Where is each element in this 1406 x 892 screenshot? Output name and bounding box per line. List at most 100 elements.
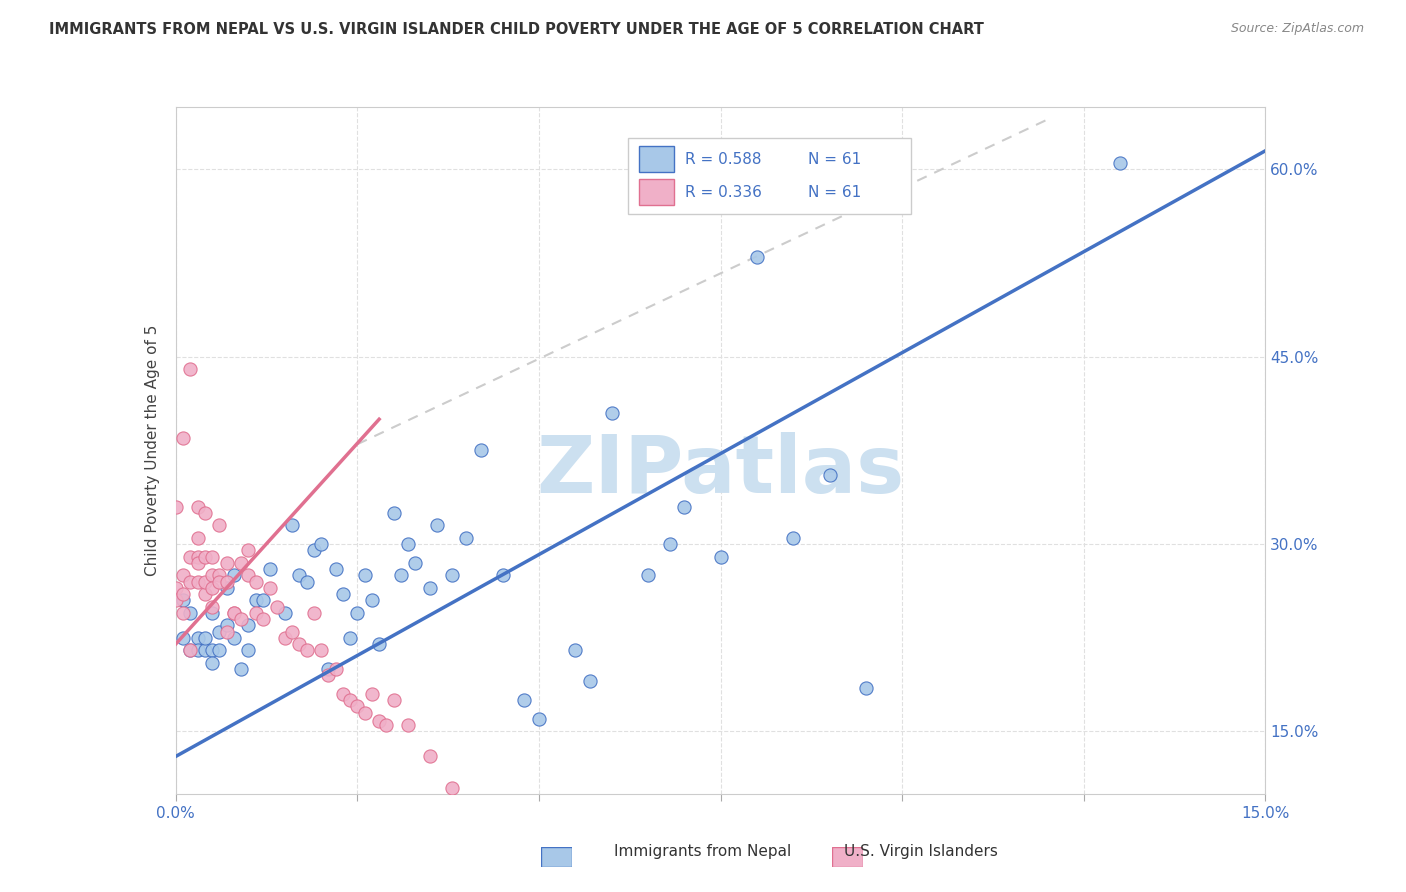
Point (172, 606, 194, 620)
Point (302, 543, 325, 558)
Point (855, 681, 877, 695)
Point (186, 531, 209, 545)
Point (201, 656, 224, 670)
Point (238, 618, 260, 632)
Point (360, 687, 382, 701)
Point (288, 637, 311, 651)
Point (600, 406, 623, 420)
Point (201, 606, 224, 620)
Point (673, 500, 696, 514)
Point (238, 568, 260, 582)
Point (782, 531, 804, 545)
Point (231, 662, 253, 676)
Point (172, 593, 194, 607)
Point (274, 606, 297, 620)
Point (274, 631, 297, 645)
Point (208, 518, 231, 533)
Point (179, 362, 201, 376)
Point (637, 568, 659, 582)
Point (208, 624, 231, 639)
Point (745, 250, 768, 264)
FancyBboxPatch shape (638, 146, 673, 172)
Point (318, 662, 340, 676)
Point (360, 593, 382, 607)
Point (456, 531, 478, 545)
Point (201, 568, 224, 582)
Text: ZIPatlas: ZIPatlas (537, 432, 904, 510)
Point (658, 537, 681, 551)
Point (245, 574, 267, 589)
FancyBboxPatch shape (638, 179, 673, 205)
Point (165, 581, 187, 595)
Point (492, 568, 515, 582)
Point (222, 568, 245, 582)
FancyBboxPatch shape (832, 847, 863, 867)
Point (201, 643, 224, 657)
Point (259, 562, 281, 576)
Point (222, 606, 245, 620)
FancyBboxPatch shape (541, 847, 572, 867)
Point (201, 549, 224, 564)
Point (318, 668, 340, 682)
Point (389, 568, 412, 582)
Y-axis label: Child Poverty Under the Age of 5: Child Poverty Under the Age of 5 (145, 325, 160, 576)
Point (396, 718, 419, 732)
Point (266, 599, 288, 614)
Point (231, 556, 253, 570)
Text: N = 61: N = 61 (807, 185, 860, 200)
Point (288, 568, 311, 582)
Point (332, 587, 354, 601)
Point (208, 643, 231, 657)
Point (208, 568, 231, 582)
Point (325, 562, 347, 576)
Point (513, 693, 536, 707)
Point (368, 714, 391, 729)
Point (179, 606, 201, 620)
Point (194, 643, 217, 657)
Point (1109, 156, 1132, 170)
Point (368, 637, 391, 651)
Text: Immigrants from Nepal: Immigrants from Nepal (614, 845, 792, 859)
Text: U.S. Virgin Islanders: U.S. Virgin Islanders (844, 845, 998, 859)
Point (470, 805, 492, 820)
Text: N = 61: N = 61 (807, 152, 860, 167)
Point (186, 500, 209, 514)
Point (405, 556, 427, 570)
Point (419, 749, 441, 764)
Point (179, 643, 201, 657)
Point (295, 574, 318, 589)
Point (194, 549, 217, 564)
Point (440, 568, 463, 582)
Point (579, 674, 602, 689)
Point (165, 593, 187, 607)
Text: Source: ZipAtlas.com: Source: ZipAtlas.com (1230, 22, 1364, 36)
Point (245, 606, 267, 620)
Point (222, 606, 245, 620)
Point (353, 706, 375, 720)
Point (172, 568, 194, 582)
Point (238, 543, 260, 558)
Point (186, 556, 209, 570)
Point (179, 574, 201, 589)
Point (396, 537, 419, 551)
Point (194, 631, 217, 645)
Point (426, 518, 449, 533)
Point (215, 556, 238, 570)
Point (194, 506, 217, 520)
Point (527, 712, 550, 726)
Point (215, 624, 238, 639)
Point (419, 581, 441, 595)
Point (186, 574, 209, 589)
Point (309, 643, 332, 657)
Text: R = 0.336: R = 0.336 (685, 185, 762, 200)
Point (252, 612, 274, 626)
Point (564, 643, 586, 657)
Point (215, 618, 238, 632)
Point (281, 518, 304, 533)
Point (238, 643, 260, 657)
Point (172, 631, 194, 645)
Point (375, 718, 398, 732)
Point (302, 606, 325, 620)
Point (215, 581, 238, 595)
Point (339, 631, 361, 645)
